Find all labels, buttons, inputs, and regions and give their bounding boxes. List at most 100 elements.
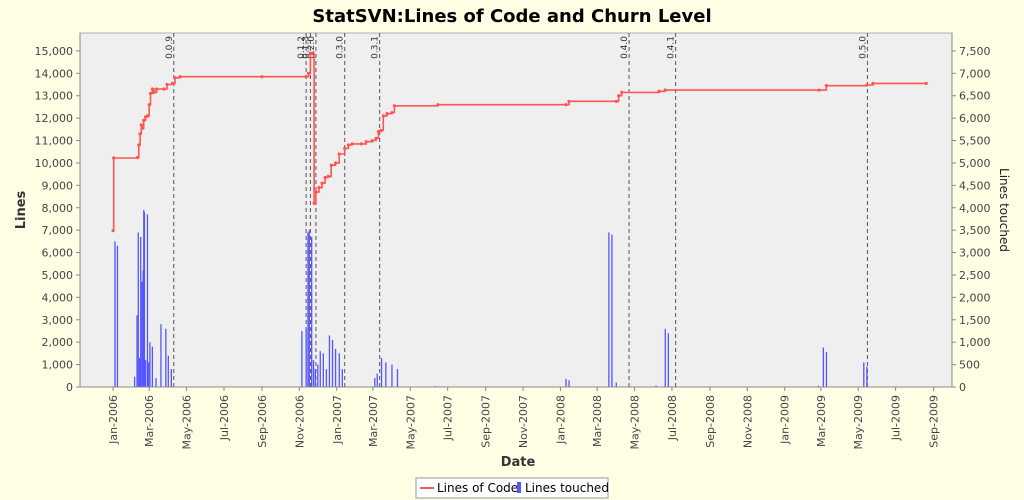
x-tick-label: Jul-2007	[442, 395, 455, 441]
x-tick-label: Sep-2007	[480, 395, 493, 448]
y-axis-label-right: Lines touched	[997, 168, 1011, 252]
churn-bar	[655, 385, 657, 387]
loc-point	[370, 138, 374, 143]
churn-bar	[155, 378, 157, 387]
churn-bar	[151, 346, 154, 387]
loc-point	[343, 146, 347, 150]
loc-point	[154, 87, 159, 91]
x-tick-label: Nov-2008	[741, 395, 754, 448]
right-tick-label: 2,000	[959, 291, 991, 304]
left-tick-label: 10,000	[35, 157, 74, 170]
churn-bar	[565, 378, 567, 387]
loc-point	[140, 126, 145, 130]
left-tick-label: 15,000	[35, 45, 74, 58]
loc-point	[871, 81, 875, 86]
loc-point	[317, 185, 321, 190]
loc-point	[112, 156, 116, 160]
loc-point	[139, 123, 143, 127]
churn-bar	[137, 232, 139, 387]
churn-bar	[114, 241, 116, 387]
legend-swatch-lines-touched	[517, 482, 521, 493]
right-tick-label: 500	[959, 359, 980, 372]
release-marker-label: 0.4.1	[667, 36, 677, 59]
churn-bar	[664, 328, 666, 387]
left-tick-label: 12,000	[35, 112, 74, 125]
loc-point	[173, 76, 177, 80]
churn-bar	[143, 212, 146, 387]
loc-point	[359, 142, 363, 146]
churn-bar	[863, 362, 865, 387]
churn-bar	[325, 369, 328, 387]
churn-bar	[144, 360, 147, 387]
release-marker-label: 0.1.2	[297, 36, 307, 59]
churn-bar	[138, 357, 141, 387]
right-tick-label: 3,500	[959, 224, 991, 237]
legend: Lines of Code Lines touched	[415, 477, 609, 499]
churn-bar	[334, 348, 337, 387]
churn-bar	[385, 362, 387, 387]
loc-point	[326, 174, 330, 178]
churn-bar	[611, 234, 613, 387]
release-marker-label: 0.3.1	[371, 36, 381, 59]
left-tick-label: 9,000	[42, 179, 74, 192]
loc-point	[136, 155, 140, 160]
loc-point	[329, 163, 333, 167]
loc-point	[567, 99, 571, 103]
churn-bar	[331, 339, 334, 387]
loc-point	[137, 143, 141, 147]
left-tick-label: 6,000	[42, 247, 74, 260]
churn-bar	[308, 230, 310, 387]
left-tick-label: 13,000	[35, 90, 74, 103]
x-tick-label: Jan-2007	[331, 395, 344, 445]
churn-bar	[165, 328, 167, 387]
x-tick-label: Sep-2009	[928, 395, 941, 448]
churn-bar	[380, 357, 383, 387]
loc-point	[924, 81, 928, 86]
release-markers: 0.0.9 0.1.20.1.30.2.0 0.3.0 0.3.1 0.4.0 0.4.1…	[165, 33, 868, 387]
loc-point	[150, 87, 154, 91]
churn-bar	[301, 330, 303, 387]
loc-point	[385, 112, 389, 116]
loc-point	[614, 99, 618, 103]
churn-bar	[311, 236, 313, 387]
churn-bar	[305, 328, 307, 387]
x-tick-label: May-2007	[404, 395, 417, 450]
x-tick-label: May-2006	[181, 395, 194, 450]
churn-bar	[170, 369, 173, 387]
churn-bar	[140, 236, 142, 387]
right-tick-label: 5,000	[959, 157, 991, 170]
churn-bar	[374, 378, 376, 387]
churn-bar	[148, 362, 150, 387]
loc-point	[617, 94, 621, 98]
left-tick-label: 11,000	[35, 135, 74, 148]
right-tick-label: 4,000	[959, 202, 991, 215]
loc-point	[374, 136, 378, 140]
loc-point	[147, 103, 151, 107]
right-tick-label: 7,500	[959, 45, 991, 58]
x-axis-label: Date	[501, 455, 536, 470]
loc-point	[320, 181, 324, 185]
x-tick-label: Jan-2006	[107, 395, 120, 445]
loc-point	[379, 128, 383, 133]
release-marker-label: 0.3.0	[336, 36, 346, 59]
x-tick-label: Nov-2006	[293, 395, 306, 448]
right-tick-label: 3,000	[959, 247, 991, 260]
loc-point	[865, 83, 869, 87]
x-tick-label: Jul-2006	[218, 395, 231, 441]
churn-bar	[307, 232, 309, 387]
right-tick-label: 7,000	[959, 67, 991, 80]
loc-point	[333, 161, 338, 165]
loc-point	[304, 75, 308, 79]
churn-bar	[312, 360, 315, 387]
right-tick-label: 1,500	[959, 314, 991, 327]
loc-point	[178, 75, 182, 79]
right-tick-label: 6,000	[959, 112, 991, 125]
x-axis: Jan-2006 Mar-2006 May-2006 Jul-2006 Sep-2006…	[80, 386, 952, 450]
right-tick-label: 2,500	[959, 269, 991, 282]
loc-point	[311, 51, 315, 55]
loc-point	[346, 143, 351, 147]
churn-bar	[568, 380, 570, 387]
churn-bar	[328, 335, 331, 387]
plot-area	[79, 32, 953, 388]
